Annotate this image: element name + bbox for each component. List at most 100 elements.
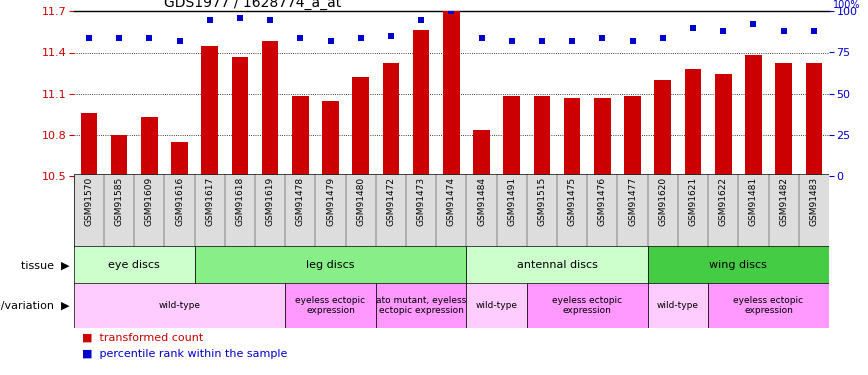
Point: [384, 33, 398, 39]
Text: GSM91622: GSM91622: [719, 177, 727, 226]
Point: [475, 34, 489, 40]
Bar: [503, 96, 520, 176]
Text: eye discs: eye discs: [108, 260, 160, 270]
Text: GSM91474: GSM91474: [447, 177, 456, 226]
Bar: [466, 283, 527, 328]
Text: GSM91585: GSM91585: [115, 177, 123, 226]
Point: [112, 34, 126, 40]
Bar: [648, 246, 829, 285]
Text: GSM91570: GSM91570: [84, 177, 94, 226]
Text: GSM91475: GSM91475: [568, 177, 576, 226]
Bar: [648, 283, 708, 328]
Point: [233, 15, 247, 21]
Point: [414, 16, 428, 22]
Point: [173, 38, 187, 44]
Text: GSM91483: GSM91483: [809, 177, 819, 226]
Bar: [527, 283, 648, 328]
Text: GSM91476: GSM91476: [598, 177, 607, 226]
Text: GSM91617: GSM91617: [205, 177, 214, 226]
Text: GSM91473: GSM91473: [417, 177, 425, 226]
Text: GSM91478: GSM91478: [296, 177, 305, 226]
Bar: [534, 96, 550, 176]
Bar: [708, 283, 829, 328]
Point: [535, 38, 549, 44]
Text: eyeless ectopic
expression: eyeless ectopic expression: [733, 296, 804, 315]
Bar: [292, 96, 309, 176]
Text: genotype/variation  ▶: genotype/variation ▶: [0, 301, 69, 310]
Point: [656, 34, 670, 40]
Bar: [624, 96, 641, 176]
Text: tissue  ▶: tissue ▶: [21, 260, 69, 270]
Point: [293, 34, 307, 40]
Text: ■  transformed count: ■ transformed count: [82, 333, 204, 342]
Point: [263, 16, 277, 22]
Bar: [383, 63, 399, 176]
Text: GSM91618: GSM91618: [235, 177, 245, 226]
Bar: [286, 283, 376, 328]
Text: wild-type: wild-type: [476, 301, 517, 310]
Bar: [171, 142, 187, 176]
Bar: [352, 77, 369, 176]
Text: GSM91616: GSM91616: [175, 177, 184, 226]
Text: ■  percentile rank within the sample: ■ percentile rank within the sample: [82, 350, 288, 359]
Bar: [194, 246, 466, 285]
Point: [444, 8, 458, 14]
Point: [142, 34, 156, 40]
Text: GSM91479: GSM91479: [326, 177, 335, 226]
Text: GSM91480: GSM91480: [356, 177, 365, 226]
Point: [777, 28, 791, 34]
Bar: [201, 46, 218, 176]
Bar: [111, 135, 128, 176]
Point: [324, 38, 338, 44]
Point: [203, 16, 217, 22]
Text: GSM91482: GSM91482: [779, 177, 788, 226]
Bar: [564, 98, 581, 176]
Point: [686, 25, 700, 31]
Text: ato mutant, eyeless
ectopic expression: ato mutant, eyeless ectopic expression: [376, 296, 466, 315]
Bar: [74, 246, 194, 285]
Bar: [413, 30, 430, 176]
Text: 100%: 100%: [832, 0, 860, 10]
Point: [807, 28, 821, 34]
Point: [82, 34, 95, 40]
Text: GSM91491: GSM91491: [507, 177, 516, 226]
Text: GSM91619: GSM91619: [266, 177, 274, 226]
Bar: [376, 283, 466, 328]
Text: GSM91472: GSM91472: [386, 177, 396, 226]
Bar: [81, 113, 97, 176]
Text: GSM91484: GSM91484: [477, 177, 486, 226]
Point: [746, 21, 760, 27]
Text: GSM91609: GSM91609: [145, 177, 154, 226]
Bar: [775, 63, 792, 176]
Bar: [806, 63, 822, 176]
Point: [565, 38, 579, 44]
Text: wing discs: wing discs: [709, 260, 767, 270]
Text: GSM91515: GSM91515: [537, 177, 547, 226]
Point: [505, 38, 519, 44]
Text: wild-type: wild-type: [159, 301, 201, 310]
Text: eyeless ectopic
expression: eyeless ectopic expression: [552, 296, 622, 315]
Bar: [443, 11, 460, 176]
Bar: [466, 246, 648, 285]
Bar: [74, 283, 286, 328]
Bar: [322, 100, 339, 176]
Text: GSM91620: GSM91620: [658, 177, 667, 226]
Bar: [654, 80, 671, 176]
Point: [595, 34, 609, 40]
Point: [626, 38, 640, 44]
Bar: [685, 69, 701, 176]
Bar: [594, 98, 611, 176]
Bar: [473, 129, 490, 176]
Text: antennal discs: antennal discs: [516, 260, 597, 270]
Text: GDS1977 / 1628774_a_at: GDS1977 / 1628774_a_at: [164, 0, 342, 10]
Text: GSM91621: GSM91621: [688, 177, 698, 226]
Bar: [262, 42, 279, 176]
Bar: [141, 117, 158, 176]
Bar: [715, 75, 732, 176]
Text: GSM91477: GSM91477: [628, 177, 637, 226]
Text: eyeless ectopic
expression: eyeless ectopic expression: [295, 296, 365, 315]
Text: leg discs: leg discs: [306, 260, 355, 270]
Bar: [745, 55, 762, 176]
Text: GSM91481: GSM91481: [749, 177, 758, 226]
Text: wild-type: wild-type: [657, 301, 699, 310]
